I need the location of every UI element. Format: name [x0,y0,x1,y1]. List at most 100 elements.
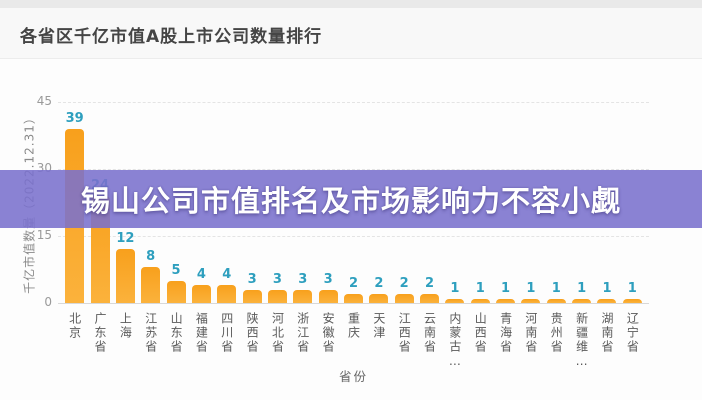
bar-山西省 [470,298,490,303]
x-category-label: 广东省 [93,312,108,354]
bar-value-label: 2 [425,276,435,292]
headline-text: 锡山公司市值排名及市场影响力不容小觑 [80,184,621,218]
bar-江西省 [394,294,414,303]
x-category-slot: 山东省 [164,312,189,354]
bar-山东省 [166,280,186,303]
bar-value-label: 8 [146,249,156,265]
x-category-label: 山东省 [169,312,184,354]
x-category-slot: 天津 [366,312,391,340]
gridline-45 [58,102,649,103]
chart-header: 各省区千亿市值A股上市公司数量排行 [0,8,702,59]
bar-辽宁省 [622,298,642,303]
bar-value-label: 1 [602,280,612,296]
bar-value-label: 2 [348,276,359,292]
bar-value-label: 3 [247,271,257,287]
bar-value-label: 1 [577,280,587,296]
bar-新疆维… [572,298,592,303]
bar-青海省 [496,298,516,303]
x-category-label: 北京 [67,312,82,340]
bar-value-label: 1 [627,280,637,296]
x-axis-title: 省份 [338,369,368,384]
x-category-slot: 山西省 [468,312,493,354]
bar-value-label: 4 [196,267,206,283]
x-category-slot: 四川省 [214,312,239,354]
x-category-slot: 辽宁省 [620,312,645,354]
x-category-slot: 新疆维… [569,312,594,370]
x-category-label: 浙江省 [295,312,310,354]
bar-江苏省 [141,267,161,303]
gridline-0 [58,303,649,304]
bar-value-label: 5 [171,262,181,278]
bar-上海 [115,249,135,303]
bar-云南省 [420,294,440,303]
x-category-slot: 青海省 [493,312,518,354]
bar-贵州省 [546,298,566,303]
x-category-label: 内蒙古… [447,312,462,370]
bar-value-label: 3 [298,271,308,287]
bar-value-label: 1 [475,280,485,296]
bar-河南省 [521,298,541,303]
chart-card [0,59,702,400]
bar-value-label: 12 [116,231,135,247]
page-title: 各省区千亿市值A股上市公司数量排行 [20,27,323,47]
bar-福建省 [191,285,211,303]
x-category-slot: 上海 [113,312,138,340]
bar-湖南省 [597,298,617,303]
x-category-label: 天津 [371,312,386,340]
bar-四川省 [217,285,237,303]
x-category-label: 重庆 [346,312,361,340]
x-category-label: 上海 [118,312,133,340]
x-category-slot: 河北省 [265,312,290,354]
x-category-label: 江西省 [397,312,412,354]
bar-内蒙古… [445,298,465,303]
y-tick-label: 45 [36,94,52,108]
x-category-slot: 陕西省 [240,312,265,354]
headline-overlay-banner: 锡山公司市值排名及市场影响力不容小觑 [0,170,702,228]
bar-安徽省 [318,289,338,303]
bar-value-label: 4 [222,267,232,283]
bar-value-label: 1 [551,280,561,296]
gridline-15 [58,236,649,237]
x-category-label: 辽宁省 [625,312,640,354]
bar-value-label: 3 [323,271,333,287]
x-category-slot: 北京 [62,312,87,340]
bar-重庆 [344,294,363,303]
x-category-slot: 浙江省 [290,312,315,354]
x-category-label: 湖南省 [599,312,614,354]
x-category-label: 青海省 [498,312,513,354]
x-category-label: 四川省 [219,312,234,354]
bar-浙江省 [293,289,313,303]
window-top-strip [0,0,702,8]
x-category-label: 新疆维… [574,312,589,370]
bar-天津 [369,294,389,303]
x-category-slot: 湖南省 [594,312,619,354]
bar-value-label: 2 [374,276,384,292]
bar-value-label: 39 [65,110,84,126]
x-category-label: 贵州省 [549,312,564,354]
x-category-slot: 福建省 [189,312,214,354]
x-category-label: 福建省 [194,312,209,354]
x-category-slot: 云南省 [417,312,442,354]
bar-value-label: 1 [450,280,460,296]
x-category-label: 云南省 [422,312,437,354]
x-category-label: 江苏省 [143,312,158,354]
x-category-label: 河南省 [523,312,538,354]
x-category-slot: 广东省 [88,312,113,354]
x-category-label: 山西省 [473,312,488,354]
x-category-slot: 贵州省 [544,312,569,354]
bar-河北省 [267,289,287,303]
x-category-label: 河北省 [270,312,285,354]
x-category-slot: 内蒙古… [442,312,467,370]
y-tick-label: 0 [44,295,52,309]
x-category-slot: 江西省 [392,312,417,354]
x-category-slot: 江苏省 [138,312,163,354]
bar-value-label: 1 [501,280,511,296]
y-tick-label: 15 [36,228,52,242]
bar-陕西省 [242,289,262,303]
x-category-label: 安徽省 [321,312,336,354]
bar-value-label: 2 [399,276,409,292]
x-category-slot: 河南省 [518,312,543,354]
x-category-label: 陕西省 [245,312,260,354]
bar-value-label: 1 [526,280,536,296]
